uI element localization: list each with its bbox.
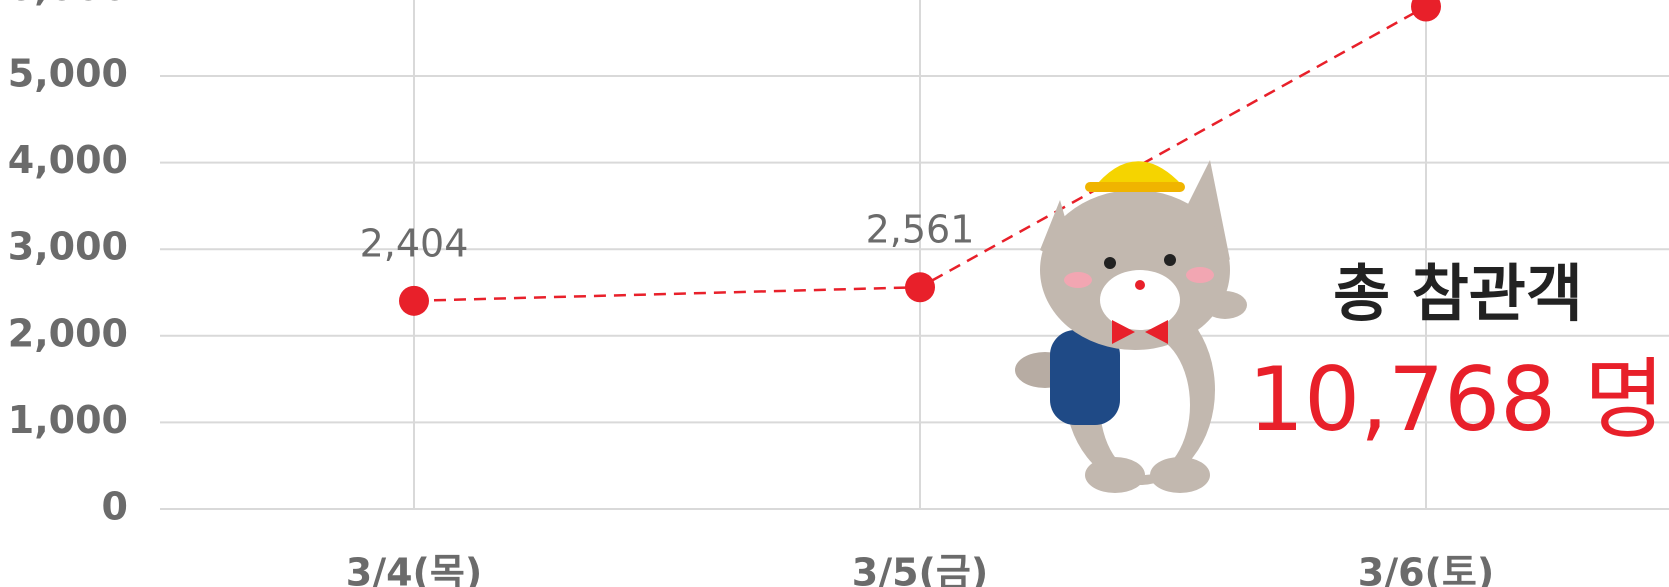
x-tick-label: 3/6(토) bbox=[1358, 551, 1494, 587]
value-label: 2,561 bbox=[866, 208, 975, 252]
y-tick-label: 2,000 bbox=[8, 311, 128, 355]
point bbox=[399, 286, 429, 316]
cat-illustration bbox=[1015, 160, 1247, 493]
plot: 2,404 2,561 bbox=[360, 0, 1441, 316]
annotation-total: 10,768 명 bbox=[1248, 348, 1665, 451]
point bbox=[905, 272, 935, 302]
value-label: 2,404 bbox=[360, 221, 469, 265]
y-tick-label: 6,000 bbox=[8, 0, 128, 9]
annotation-label: 총 참관객 bbox=[1333, 257, 1583, 330]
y-tick-label: 1,000 bbox=[8, 398, 128, 442]
point bbox=[1411, 0, 1441, 21]
y-tick-label: 5,000 bbox=[8, 52, 128, 96]
y-tick-label: 4,000 bbox=[8, 138, 128, 182]
y-tick-label: 3,000 bbox=[8, 225, 128, 269]
x-tick-label: 3/5(금) bbox=[852, 551, 988, 587]
x-tick-label: 3/4(목) bbox=[346, 551, 482, 587]
chart: 0 1,000 2,000 3,000 4,000 5,000 6,000 3/4(목) 3/5… bbox=[0, 0, 1669, 587]
y-tick-label: 0 bbox=[102, 485, 128, 529]
